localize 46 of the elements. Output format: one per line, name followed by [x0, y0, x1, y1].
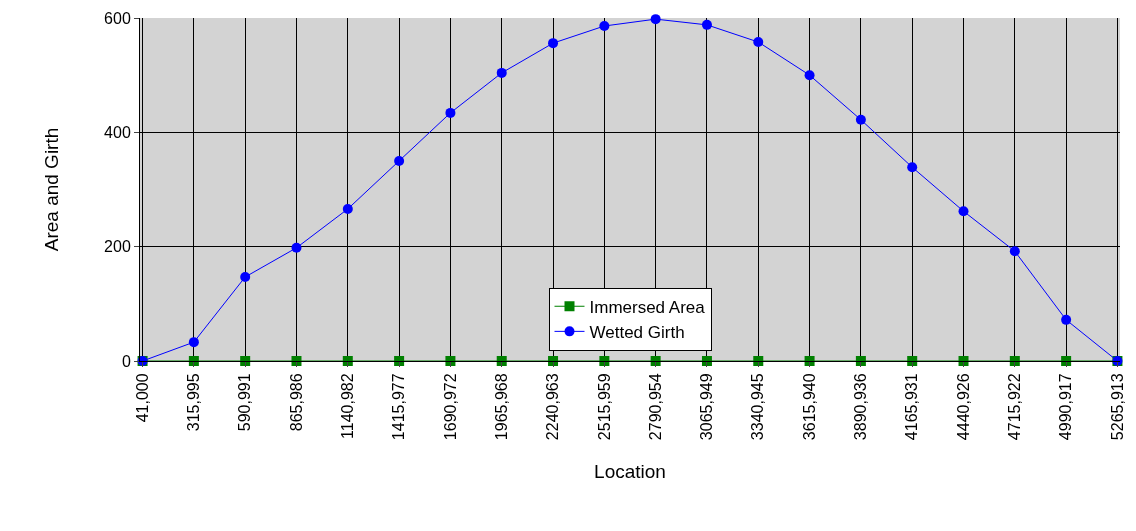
x-axis-title: Location	[594, 460, 666, 482]
x-tick-label: 4715,922	[1006, 373, 1024, 441]
point	[1061, 314, 1072, 325]
x-tick-label: 4440,926	[954, 373, 972, 441]
x-tick-label: 315,995	[185, 373, 203, 432]
x-tick-label: 4990,917	[1057, 373, 1075, 441]
point	[650, 14, 661, 25]
x-tick-label: 3890,936	[852, 373, 870, 441]
x-tick-label: 1690,972	[441, 373, 459, 441]
point	[958, 206, 969, 217]
point	[188, 337, 199, 348]
x-tick-label: 4165,931	[903, 373, 921, 441]
y-tick-label: 0	[121, 352, 131, 370]
x-tick-label: 2515,959	[595, 373, 613, 441]
point	[291, 242, 302, 253]
y-tick-label: 200	[104, 238, 131, 256]
point	[342, 203, 353, 214]
point	[907, 162, 918, 173]
x-tick-label: 1965,968	[492, 373, 510, 441]
x-tick-label: 41,000	[133, 373, 151, 423]
x-tick-label: 865,986	[287, 373, 305, 432]
point	[445, 107, 456, 118]
y-axis-title: Area and Girth	[40, 127, 62, 252]
x-tick-label: 3065,949	[698, 373, 716, 441]
point	[753, 37, 764, 48]
x-tick-label: 1140,982	[339, 373, 356, 439]
y-tick-label: 600	[104, 9, 131, 27]
x-tick-label: 3615,940	[800, 373, 818, 441]
x-tick-label: 5265,913	[1108, 373, 1126, 441]
x-tick-label: 3340,945	[749, 373, 767, 441]
point	[394, 155, 405, 166]
x-tick-label: 590,991	[236, 373, 254, 432]
legend-label: Wetted Girth	[589, 322, 685, 342]
x-tick-label: 2240,963	[544, 373, 562, 441]
point	[496, 67, 507, 78]
point	[1009, 246, 1020, 257]
x-tick-label: 2790,954	[646, 373, 664, 441]
legend-label: Immersed Area	[589, 297, 706, 317]
x-tick-label: 1415,977	[390, 373, 408, 441]
point	[240, 271, 251, 282]
point	[804, 70, 815, 81]
point	[599, 21, 610, 31]
y-tick-label: 400	[104, 123, 131, 141]
point	[548, 38, 559, 49]
point	[701, 19, 712, 30]
point	[855, 114, 866, 125]
